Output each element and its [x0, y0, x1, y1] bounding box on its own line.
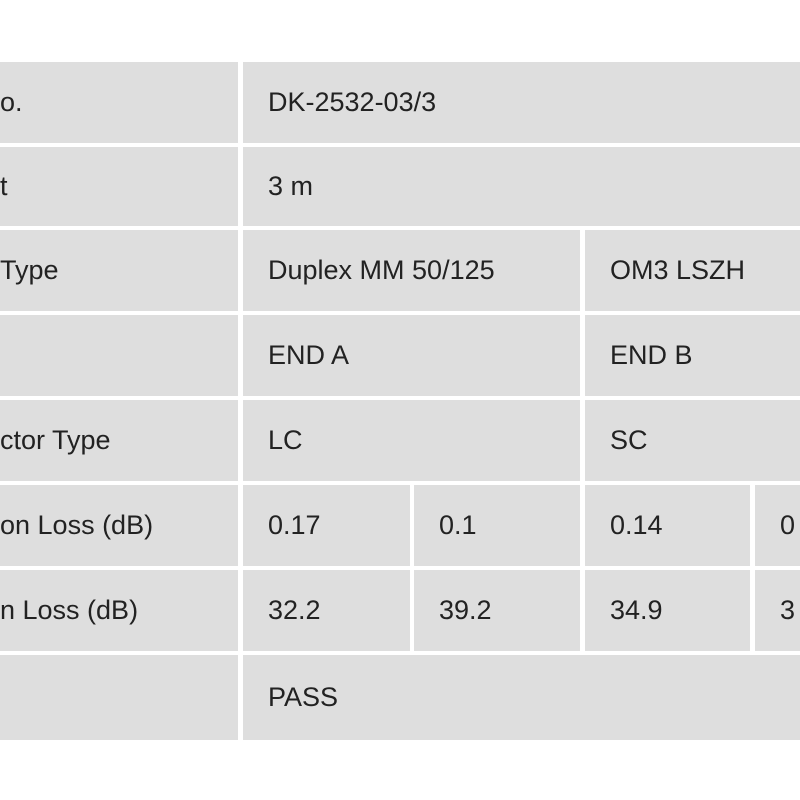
table-cell: SC	[585, 400, 800, 481]
table-cell: END A	[243, 315, 580, 396]
table-cell: n Loss (dB)	[0, 570, 238, 651]
table-cell	[0, 655, 238, 740]
table-cell: 32.2	[243, 570, 410, 651]
table-cell: END B	[585, 315, 800, 396]
table-cell: DK-2532-03/3	[243, 62, 800, 143]
table-cell: on Loss (dB)	[0, 485, 238, 566]
table-cell: 34.9	[585, 570, 750, 651]
table-cell	[0, 315, 238, 396]
table-cell: 0.17	[243, 485, 410, 566]
table-cell: ctor Type	[0, 400, 238, 481]
table-cell: Duplex MM 50/125	[243, 230, 580, 311]
table-cell: LC	[243, 400, 580, 481]
table-cell: 3 m	[243, 147, 800, 226]
table-cell: 39.2	[414, 570, 580, 651]
table-cell: 0.14	[585, 485, 750, 566]
table-cell: 0.1	[414, 485, 580, 566]
table-cell: PASS	[243, 655, 800, 740]
table-cell: Type	[0, 230, 238, 311]
table-cell: o.	[0, 62, 238, 143]
table-cell: 0	[755, 485, 800, 566]
table-cell: OM3 LSZH	[585, 230, 800, 311]
table-cell: t	[0, 147, 238, 226]
table-cell: 3	[755, 570, 800, 651]
